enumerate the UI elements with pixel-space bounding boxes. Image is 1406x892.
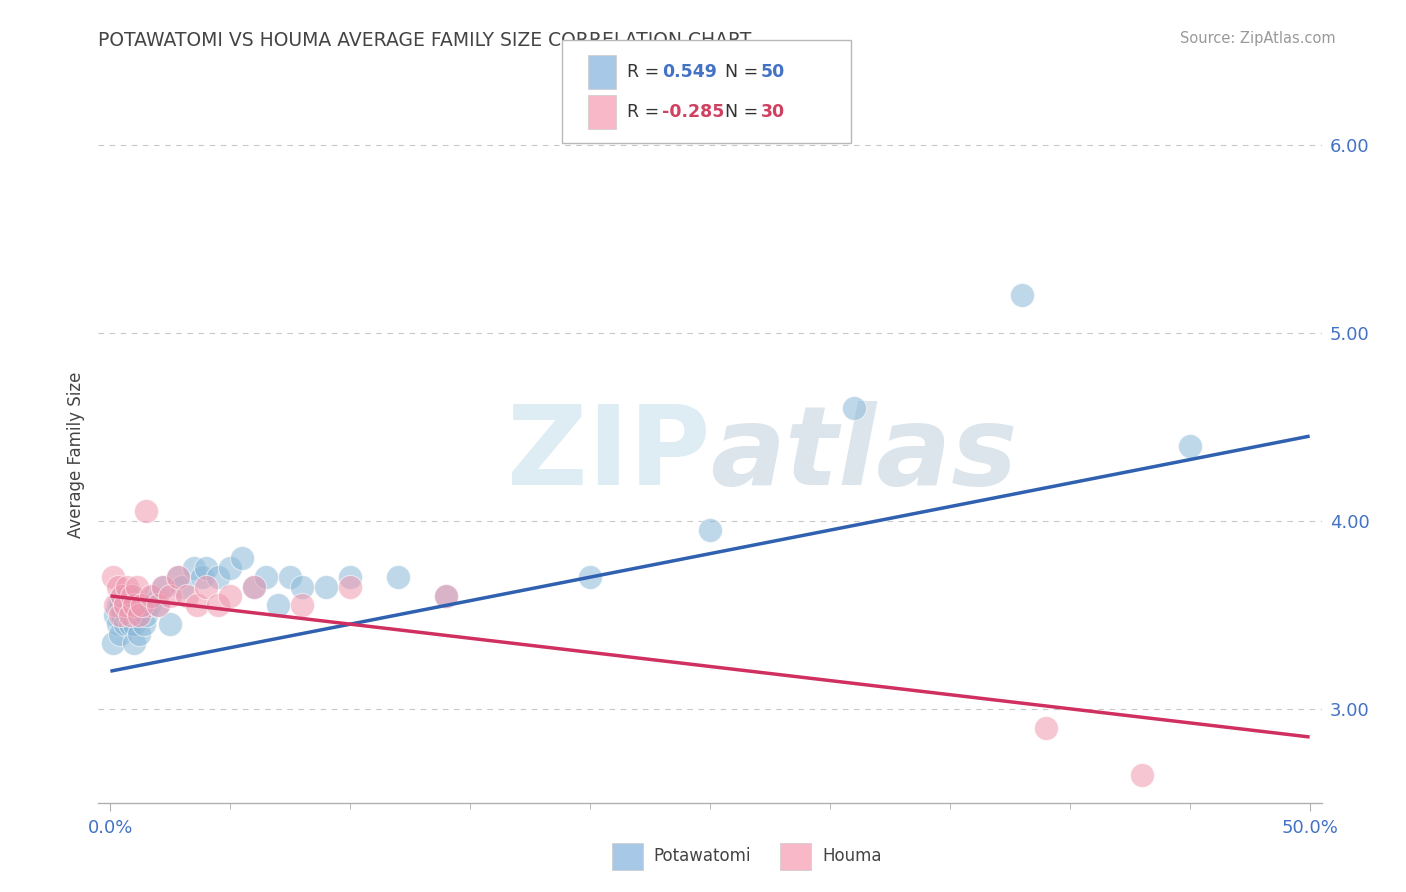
Point: [108, 626, 131, 640]
Point: [121, 607, 143, 622]
Point: [107, 599, 129, 613]
Point: [339, 570, 361, 584]
Point: [166, 570, 188, 584]
Point: [132, 617, 155, 632]
Point: [141, 589, 163, 603]
Text: R =: R =: [627, 103, 665, 121]
Point: [152, 580, 174, 594]
Point: [219, 560, 242, 574]
Text: ZIP: ZIP: [506, 401, 710, 508]
Point: [138, 599, 160, 613]
Point: [219, 589, 242, 603]
Text: 50: 50: [761, 63, 785, 81]
Point: [315, 580, 337, 594]
Point: [195, 560, 218, 574]
Point: [1035, 721, 1057, 735]
Text: atlas: atlas: [710, 401, 1018, 508]
Point: [107, 617, 129, 632]
Point: [842, 401, 865, 415]
Text: -0.285: -0.285: [662, 103, 724, 121]
Point: [1130, 767, 1153, 781]
Point: [207, 599, 229, 613]
Point: [339, 580, 361, 594]
Point: [124, 617, 146, 632]
Point: [195, 580, 218, 594]
Text: 30: 30: [761, 103, 785, 121]
Point: [111, 589, 134, 603]
Point: [243, 580, 266, 594]
Point: [128, 626, 150, 640]
Point: [114, 599, 136, 613]
Point: [111, 607, 134, 622]
Point: [434, 589, 457, 603]
Point: [107, 580, 129, 594]
Point: [152, 580, 174, 594]
Point: [1178, 438, 1201, 452]
Point: [115, 607, 138, 622]
Point: [124, 636, 146, 650]
Point: [159, 617, 181, 632]
Text: Source: ZipAtlas.com: Source: ZipAtlas.com: [1180, 31, 1336, 46]
Point: [131, 599, 153, 613]
Point: [124, 599, 146, 613]
Point: [142, 589, 165, 603]
Point: [291, 599, 314, 613]
Point: [125, 580, 148, 594]
Point: [135, 504, 157, 518]
Point: [278, 570, 301, 584]
Point: [125, 607, 148, 622]
Point: [434, 589, 457, 603]
Y-axis label: Average Family Size: Average Family Size: [66, 372, 84, 538]
Text: 0.549: 0.549: [662, 63, 717, 81]
Point: [243, 580, 266, 594]
Point: [186, 599, 208, 613]
Point: [159, 589, 181, 603]
Point: [699, 523, 721, 537]
Point: [121, 589, 143, 603]
Point: [108, 599, 131, 613]
Point: [101, 570, 124, 584]
Text: POTAWATOMI VS HOUMA AVERAGE FAMILY SIZE CORRELATION CHART: POTAWATOMI VS HOUMA AVERAGE FAMILY SIZE …: [98, 31, 752, 50]
Point: [231, 551, 253, 566]
Text: Houma: Houma: [823, 847, 882, 865]
Point: [118, 617, 141, 632]
Point: [166, 570, 188, 584]
Point: [101, 636, 124, 650]
Text: N =: N =: [725, 103, 765, 121]
Point: [148, 599, 170, 613]
Text: N =: N =: [725, 63, 765, 81]
Point: [135, 607, 157, 622]
Point: [114, 617, 136, 632]
Point: [207, 570, 229, 584]
Point: [114, 599, 136, 613]
Point: [172, 580, 194, 594]
Point: [104, 607, 127, 622]
Point: [121, 589, 143, 603]
Point: [115, 589, 138, 603]
Point: [104, 599, 127, 613]
Point: [108, 607, 131, 622]
Point: [387, 570, 409, 584]
Point: [176, 589, 198, 603]
Point: [190, 570, 212, 584]
Point: [111, 589, 134, 603]
Text: R =: R =: [627, 63, 665, 81]
Point: [1011, 288, 1033, 302]
Point: [115, 580, 138, 594]
Text: Potawatomi: Potawatomi: [654, 847, 751, 865]
Point: [183, 560, 205, 574]
Point: [267, 599, 290, 613]
Point: [254, 570, 277, 584]
Point: [128, 607, 150, 622]
Point: [148, 599, 170, 613]
Point: [579, 570, 602, 584]
Point: [118, 607, 141, 622]
Point: [131, 599, 153, 613]
Point: [118, 599, 141, 613]
Point: [291, 580, 314, 594]
